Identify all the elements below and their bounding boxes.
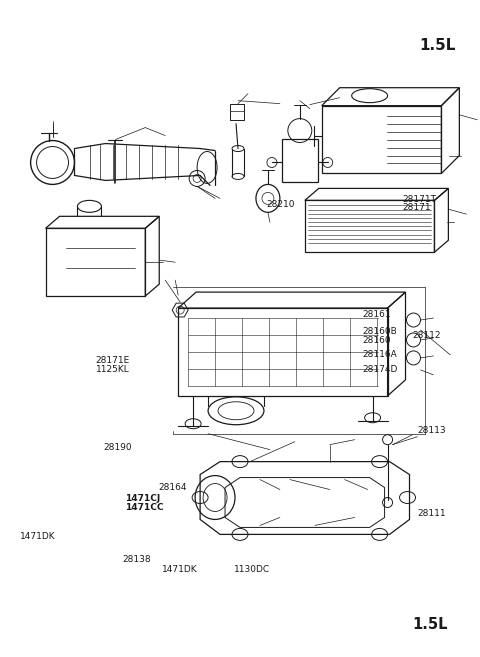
Text: 1130DC: 1130DC (234, 565, 270, 574)
Text: 28171T: 28171T (403, 195, 437, 204)
Text: 28160: 28160 (362, 336, 391, 345)
Text: 1471DK: 1471DK (20, 532, 56, 541)
Bar (230, 104, 244, 120)
Text: 28164: 28164 (158, 482, 187, 491)
Text: 28113: 28113 (417, 426, 446, 434)
Text: 28174D: 28174D (362, 365, 397, 374)
Text: 1125KL: 1125KL (96, 365, 129, 374)
Text: 28190: 28190 (104, 443, 132, 452)
Text: 28171E: 28171E (96, 356, 130, 365)
Text: 1471DK: 1471DK (162, 565, 198, 574)
Text: 1.5L: 1.5L (420, 38, 456, 53)
Text: 28138: 28138 (123, 555, 151, 564)
Bar (282, 139, 318, 183)
Text: 28161: 28161 (362, 309, 391, 319)
Text: 28210: 28210 (266, 200, 295, 208)
Text: 28112: 28112 (412, 330, 441, 340)
Text: 1471CC: 1471CC (125, 503, 164, 512)
Text: 28111: 28111 (417, 509, 446, 518)
Text: 28116A: 28116A (362, 350, 397, 359)
Text: 1471CJ: 1471CJ (125, 494, 160, 503)
Text: 28160B: 28160B (362, 327, 397, 336)
Text: 1.5L: 1.5L (413, 617, 448, 632)
Text: 28171: 28171 (403, 204, 432, 212)
